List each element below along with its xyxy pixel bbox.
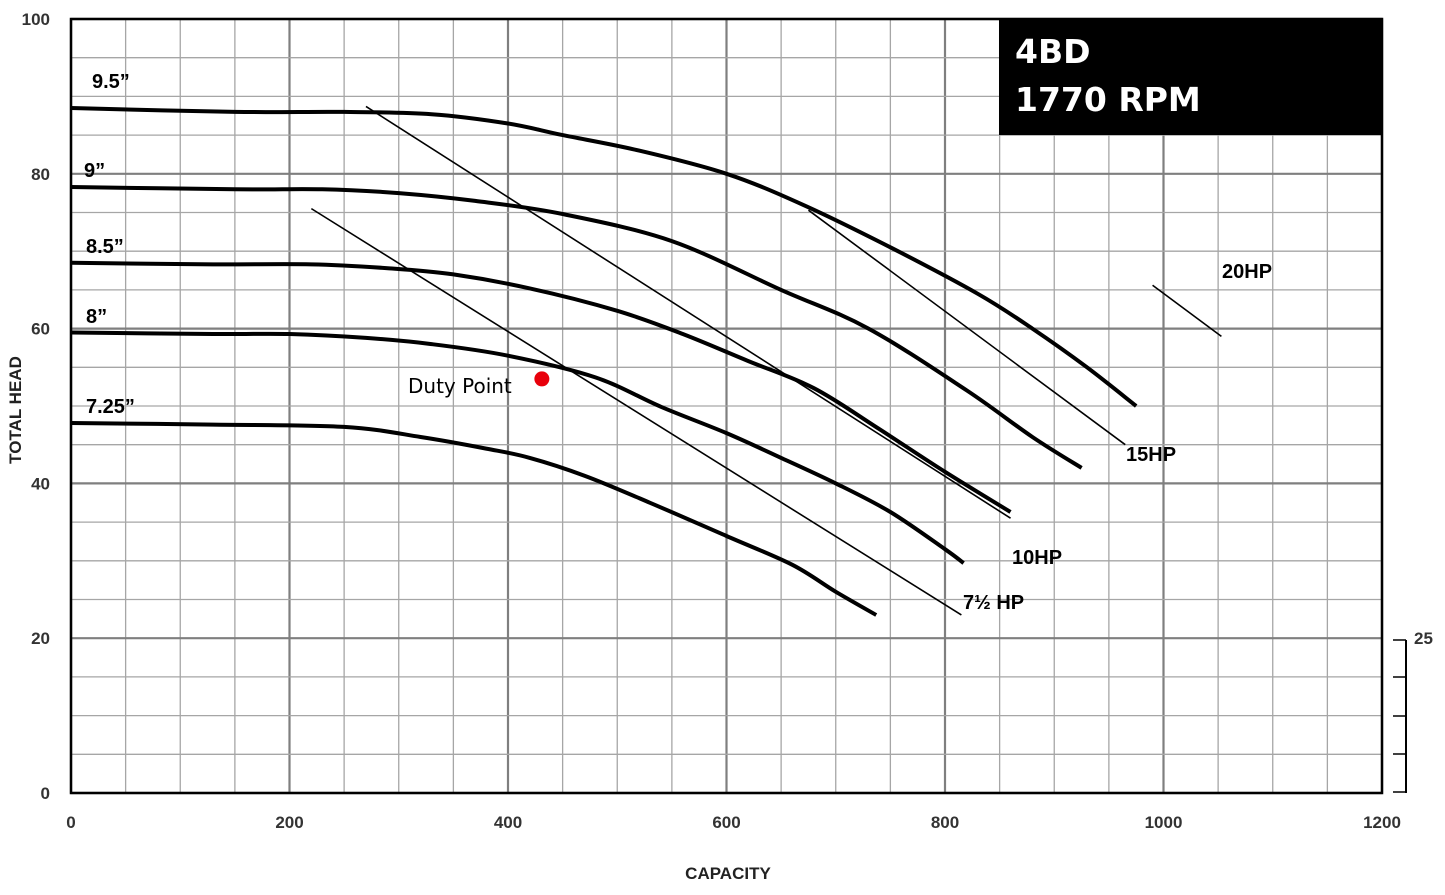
impeller-curves: 9.5” 9” 8.5” 8” 7.25” [70, 71, 1138, 617]
x-tick-label: 200 [275, 813, 303, 832]
horsepower-label: 20HP [1222, 261, 1272, 283]
y-tick-label: 80 [31, 165, 50, 184]
y-tick-label: 20 [31, 629, 50, 648]
duty-point-marker [534, 371, 550, 387]
x-tick-label: 800 [931, 813, 959, 832]
x-axis-title: CAPACITY [685, 864, 771, 883]
model-name: 4BD [1015, 32, 1091, 71]
horsepower-label: 15HP [1126, 444, 1176, 466]
x-axis-ticks: 0 200 400 600 800 1000 1200 [66, 813, 1401, 832]
impeller-curve [70, 421, 878, 617]
impeller-curve [70, 185, 1083, 470]
x-tick-label: 400 [494, 813, 522, 832]
y-tick-label: 100 [22, 10, 50, 29]
impeller-curve-label: 8” [86, 306, 107, 328]
plot-frame [69, 17, 1384, 795]
horsepower-line [310, 207, 962, 616]
horsepower-label: 10HP [1012, 547, 1062, 569]
secondary-axis: 25 [1393, 629, 1433, 793]
impeller-curve-label: 9” [84, 160, 105, 182]
y-tick-label: 0 [41, 784, 50, 803]
y-axis-ticks: 0 20 40 60 80 100 [22, 10, 50, 803]
horsepower-label: 7½ HP [963, 592, 1024, 614]
horsepower-line [807, 209, 1126, 446]
horsepower-line [365, 105, 1011, 519]
horsepower-line [1152, 284, 1222, 337]
chart-gridlines [69, 17, 1384, 795]
duty-point-label: Duty Point [408, 374, 512, 398]
model-badge-background [999, 19, 1382, 135]
y-tick-label: 60 [31, 320, 50, 339]
impeller-curve [70, 330, 965, 565]
impeller-curve-label: 7.25” [86, 396, 135, 418]
x-tick-label: 0 [66, 813, 75, 832]
x-tick-label: 1200 [1363, 813, 1401, 832]
horsepower-lines: 7½ HP 10HP 15HP 20HP [310, 105, 1272, 616]
x-tick-label: 600 [712, 813, 740, 832]
y-axis-title: TOTAL HEAD [6, 356, 25, 464]
model-badge: 4BD 1770 RPM [999, 19, 1382, 135]
impeller-curve [70, 106, 1138, 408]
y-tick-label: 40 [31, 474, 50, 493]
x-tick-label: 1000 [1145, 813, 1183, 832]
impeller-curve [70, 260, 1012, 514]
impeller-curve-label: 8.5” [86, 236, 124, 258]
secondary-axis-label: 25 [1414, 629, 1433, 648]
model-speed: 1770 RPM [1015, 80, 1201, 119]
impeller-curve-label: 9.5” [92, 71, 130, 93]
